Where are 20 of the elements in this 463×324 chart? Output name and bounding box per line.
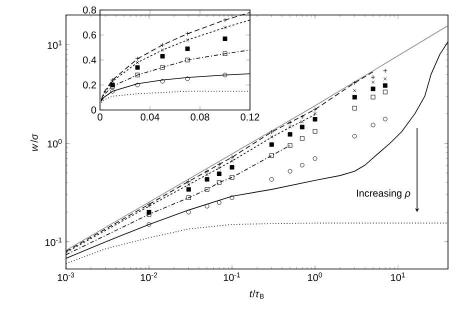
y-tick-label: 10$^{0}$	[48, 138, 62, 148]
x-tick-label: 10$^{-2}$	[140, 272, 158, 282]
x-tick-label: 10$^{-1}$	[224, 272, 240, 282]
annotation: Increasing ρ	[357, 189, 410, 199]
y-tick-label: 0.2	[83, 81, 96, 89]
y-tick-label: 0	[91, 106, 96, 114]
y-tick-label: 0.6	[83, 31, 96, 39]
y-axis-title: w/σ	[30, 134, 38, 151]
x-tick-label: 0.04	[140, 114, 160, 121]
y-tick-label: 10$^{-1}$	[45, 238, 62, 246]
x-tick-label: 10$^{0}$	[308, 272, 322, 282]
y-tick-label: 0.4	[83, 56, 96, 64]
y-tick-label: 0.8	[83, 6, 96, 14]
x-tick-label: 10$^{-3}$	[58, 272, 74, 282]
y-tick-label: 10$^{1}$	[48, 40, 62, 49]
x-tick-label: 0	[98, 114, 102, 121]
x-tick-label: 10$^{1}$	[391, 272, 405, 282]
x-tick-label: 0.12	[240, 114, 260, 121]
x-axis-title: t/τ$_{B}$	[250, 290, 264, 299]
x-tick-label: 0.08	[190, 114, 210, 121]
